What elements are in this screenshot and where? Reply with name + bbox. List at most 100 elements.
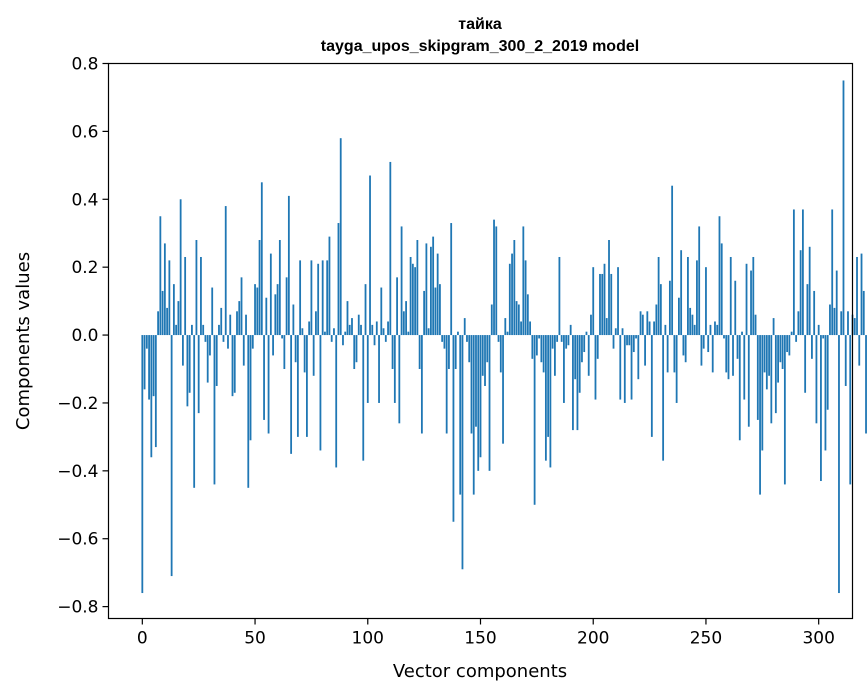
- bar-227: [653, 321, 655, 336]
- bar-11: [166, 307, 169, 336]
- y-tick-label: −0.8: [57, 598, 98, 618]
- bar-143: [463, 318, 466, 336]
- bar-0: [141, 335, 144, 594]
- bar-121: [414, 267, 417, 336]
- bar-140: [457, 331, 459, 336]
- bar-251: [707, 335, 710, 353]
- bar-276: [763, 335, 766, 373]
- bar-290: [795, 335, 798, 342]
- bar-150: [479, 335, 482, 458]
- chart-subtitle: tayga_upos_skipgram_300_2_2019 model: [321, 38, 639, 55]
- bar-93: [351, 318, 353, 336]
- bar-162: [506, 331, 509, 336]
- bar-135: [445, 335, 448, 434]
- bar-81: [324, 331, 326, 336]
- bar-221: [639, 311, 642, 336]
- bar-275: [761, 335, 764, 451]
- bar-23: [193, 335, 196, 488]
- bar-134: [443, 335, 446, 349]
- bar-117: [405, 301, 407, 336]
- bar-164: [511, 253, 513, 336]
- bar-142: [461, 335, 464, 570]
- bar-46: [245, 314, 247, 336]
- bar-124: [420, 335, 423, 434]
- bar-222: [641, 314, 644, 336]
- y-tick-label: 0.4: [71, 190, 98, 210]
- bar-278: [768, 335, 770, 376]
- bar-119: [409, 256, 412, 336]
- bar-194: [578, 335, 581, 393]
- y-axis-ticks: −0.8 −0.6 −0.4 −0.2 0.0 0.2 0.4 0.6 0.8: [57, 55, 109, 618]
- bar-286: [786, 335, 789, 353]
- bar-296: [808, 246, 811, 336]
- bar-186: [560, 335, 563, 342]
- bar-294: [804, 335, 807, 393]
- bar-248: [700, 335, 703, 366]
- bar-313: [847, 311, 849, 336]
- bar-66: [290, 335, 293, 454]
- bar-262: [732, 335, 734, 376]
- bar-45: [242, 335, 245, 366]
- bar-309: [838, 335, 840, 594]
- bar-40: [231, 335, 234, 397]
- bar-231: [662, 335, 665, 461]
- bar-146: [470, 335, 473, 434]
- bar-20: [186, 335, 189, 407]
- bar-263: [734, 280, 737, 336]
- bar-84: [330, 335, 333, 342]
- bar-307: [833, 307, 836, 336]
- bar-297: [811, 335, 813, 359]
- bar-269: [747, 335, 750, 427]
- bar-165: [513, 240, 516, 336]
- bar-210: [614, 328, 617, 336]
- bar-136: [448, 335, 450, 369]
- bar-125: [423, 290, 426, 336]
- bar-193: [576, 335, 579, 431]
- bar-246: [696, 260, 698, 336]
- bar-188: [565, 335, 568, 349]
- bar-35: [220, 307, 223, 336]
- x-tick-label: 50: [244, 629, 266, 649]
- bar-152: [484, 335, 486, 386]
- bar-138: [452, 335, 455, 522]
- bar-173: [531, 335, 534, 359]
- bar-48: [249, 335, 252, 441]
- bar-133: [441, 335, 444, 342]
- x-tick-label: 0: [137, 629, 148, 649]
- bar-190: [569, 324, 572, 336]
- bar-270: [750, 270, 752, 336]
- bar-51: [256, 287, 259, 336]
- bar-187: [563, 335, 565, 403]
- bar-214: [623, 335, 626, 403]
- x-tick-label: 300: [802, 629, 834, 649]
- y-tick-label: 0.6: [71, 122, 98, 142]
- bar-122: [416, 240, 419, 336]
- bar-242: [687, 256, 689, 336]
- bar-94: [353, 335, 356, 369]
- y-tick-label: −0.2: [57, 394, 98, 414]
- bar-79: [319, 335, 322, 451]
- bar-64: [285, 277, 288, 336]
- x-tick-label: 250: [690, 629, 722, 649]
- bar-203: [599, 273, 601, 336]
- bar-301: [820, 335, 822, 482]
- bar-311: [842, 80, 845, 336]
- bar-32: [213, 335, 216, 485]
- bar-299: [815, 335, 818, 424]
- bar-29: [206, 335, 209, 383]
- bar-130: [434, 287, 437, 336]
- bar-207: [608, 240, 610, 336]
- bar-34: [218, 324, 220, 336]
- bar-264: [736, 335, 739, 359]
- bar-118: [407, 331, 410, 336]
- bar-154: [488, 335, 491, 471]
- bar-306: [831, 209, 834, 336]
- bar-295: [806, 284, 809, 336]
- bar-55: [265, 297, 268, 336]
- bar-33: [215, 335, 218, 386]
- bar-282: [777, 335, 779, 383]
- bar-6: [154, 335, 157, 448]
- bar-22: [191, 324, 193, 336]
- bar-183: [554, 335, 556, 376]
